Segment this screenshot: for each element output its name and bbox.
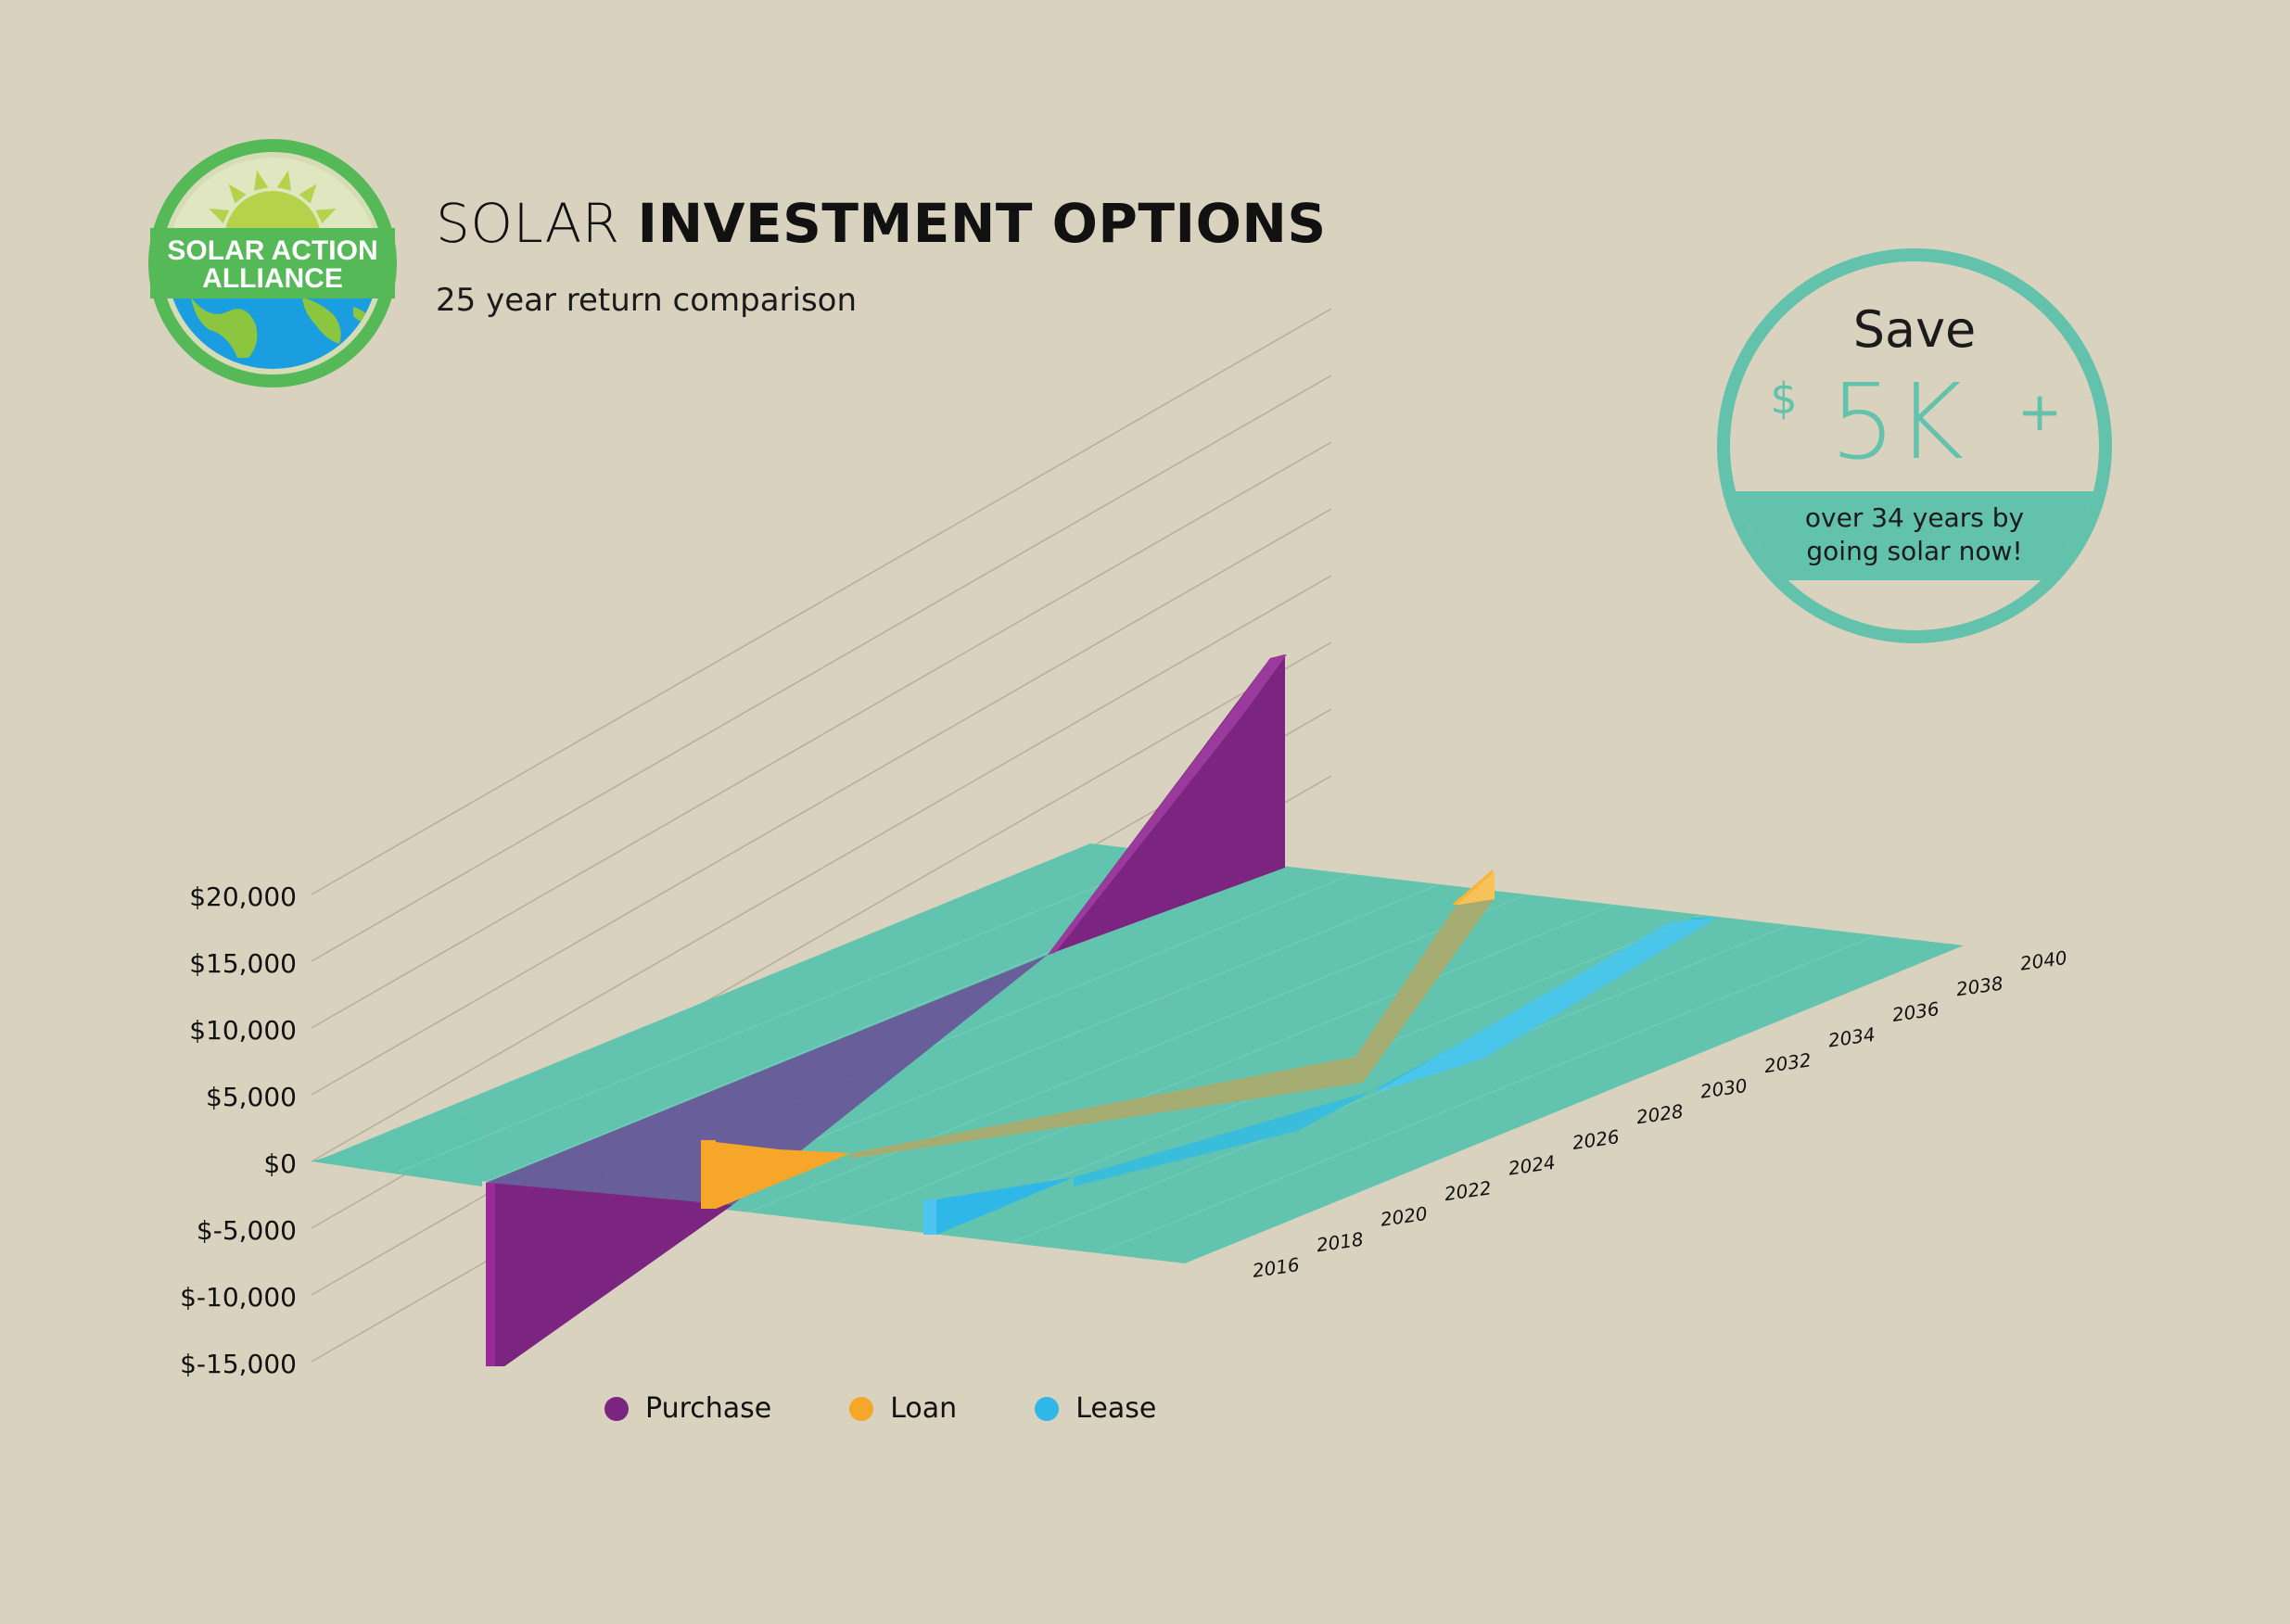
x-tick-label: 2022 xyxy=(1443,1176,1493,1205)
legend-label-loan: Loan xyxy=(890,1392,958,1425)
badge-amount: 5K xyxy=(1830,362,1965,483)
logo-text-line1: SOLAR ACTION xyxy=(167,235,377,266)
plane-gridline xyxy=(834,904,1615,1224)
x-tick-label: 2034 xyxy=(1826,1023,1877,1052)
x-tick-label: 2020 xyxy=(1379,1202,1429,1231)
plane-gridline xyxy=(398,853,1178,1173)
x-tick-label: 2024 xyxy=(1507,1151,1557,1180)
y-tick-label: $20,000 xyxy=(189,882,297,912)
gridline xyxy=(311,374,1332,962)
badge-line1: over 34 years by xyxy=(1805,502,2024,533)
lease-edge-start xyxy=(923,1199,936,1235)
badge-save-label: Save xyxy=(1853,300,1977,359)
y-tick-label: $10,000 xyxy=(189,1015,297,1046)
gridline xyxy=(311,308,1332,895)
legend-item-loan: Loan xyxy=(849,1392,957,1425)
chart-legend: Purchase Loan Lease xyxy=(604,1392,1156,1425)
sun-ray xyxy=(315,209,337,223)
title-bold: INVESTMENT OPTIONS xyxy=(637,192,1327,255)
purchase-area-top-edge xyxy=(1048,654,1287,955)
lease-area-top xyxy=(1372,918,1717,1094)
loan-edge-start xyxy=(701,1140,716,1209)
y-tick-label: $-10,000 xyxy=(180,1282,297,1313)
x-tick-label: 2016 xyxy=(1251,1253,1301,1282)
loan-area-start xyxy=(716,1142,851,1209)
solar-action-alliance-logo: SOLAR ACTION ALLIANCE xyxy=(148,139,397,387)
title-light: SOLAR xyxy=(436,192,638,255)
x-tick-label: 2040 xyxy=(2018,946,2068,975)
badge-plus: + xyxy=(2017,380,2063,443)
chart-series xyxy=(486,654,1717,1366)
legend-dot-loan xyxy=(849,1396,874,1421)
purchase-area-negative-face xyxy=(495,1183,732,1366)
gridline xyxy=(311,575,1332,1162)
x-tick-label: 2026 xyxy=(1571,1125,1621,1154)
y-tick-label: $-15,000 xyxy=(180,1349,297,1379)
badge-currency: $ xyxy=(1770,374,1797,424)
page-title: SOLAR INVESTMENT OPTIONS xyxy=(436,197,1327,250)
page-subtitle: 25 year return comparison xyxy=(436,282,858,319)
y-tick-label: $15,000 xyxy=(189,948,297,979)
x-tick-label: 2018 xyxy=(1315,1228,1365,1257)
savings-badge: Save $ 5K + over 34 years by going solar… xyxy=(1717,248,2112,643)
sun-ray xyxy=(299,184,317,204)
legend-dot-purchase xyxy=(604,1396,629,1421)
legend-item-lease: Lease xyxy=(1035,1392,1156,1425)
lease-area-start xyxy=(936,1177,1074,1235)
y-tick-label: $0 xyxy=(263,1148,297,1179)
legend-dot-lease xyxy=(1035,1396,1060,1421)
x-tick-label: 2036 xyxy=(1890,997,1940,1026)
zero-plane-tip xyxy=(312,1108,482,1186)
purchase-edge-negative xyxy=(486,1183,495,1366)
legend-label-lease: Lease xyxy=(1075,1392,1157,1425)
sun-ray xyxy=(209,209,230,223)
logo-text-line2: ALLIANCE xyxy=(202,263,343,294)
x-tick-label: 2038 xyxy=(1954,972,2004,1001)
purchase-area-under xyxy=(486,955,1048,1205)
header: SOLAR INVESTMENT OPTIONS 25 year return … xyxy=(436,197,1327,319)
y-tick-label: $5,000 xyxy=(206,1082,297,1112)
y-tick-label: $-5,000 xyxy=(197,1215,297,1246)
legend-item-purchase: Purchase xyxy=(604,1392,771,1425)
sun-ray xyxy=(228,184,247,204)
plane-gridline xyxy=(1097,934,1877,1254)
x-tick-label: 2030 xyxy=(1698,1074,1749,1103)
x-tick-label: 2028 xyxy=(1635,1100,1685,1129)
x-tick-label: 2032 xyxy=(1762,1048,1813,1077)
loan-area-end-top xyxy=(1457,871,1495,905)
y-axis-labels: $-15,000 $-10,000 $-5,000 $0 $5,000 $10,000 $1… xyxy=(180,882,297,1379)
sun-ray xyxy=(254,170,269,191)
loan-area-mid xyxy=(851,869,1493,1159)
sun-ray xyxy=(276,170,291,191)
plane-gridline xyxy=(747,894,1528,1213)
badge-line2: going solar now! xyxy=(1806,536,2022,566)
gridline xyxy=(311,441,1332,1029)
gridline xyxy=(311,508,1332,1096)
legend-label-purchase: Purchase xyxy=(645,1392,772,1425)
